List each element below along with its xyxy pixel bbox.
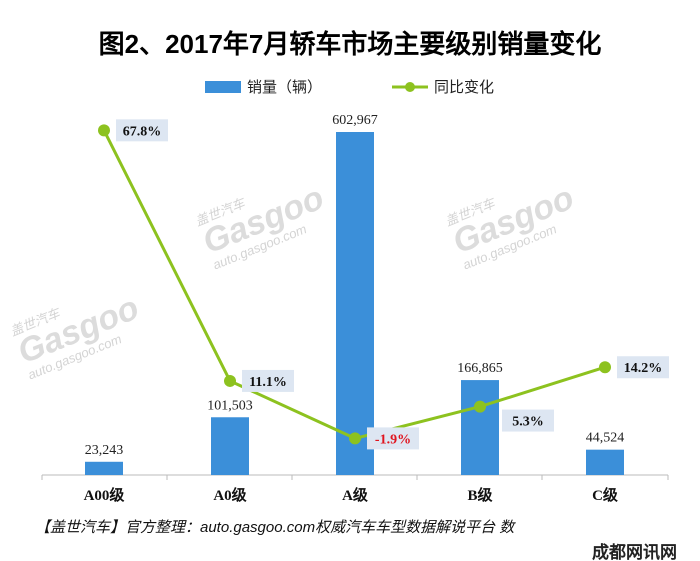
bar	[586, 449, 624, 475]
bar	[336, 132, 374, 475]
stamp-watermark: 成都网讯网	[589, 538, 680, 561]
yoy-point	[599, 361, 611, 374]
bar	[85, 461, 123, 475]
line-swatch-icon	[392, 81, 429, 92]
yoy-label: 5.3%	[512, 415, 544, 430]
bar-swatch-icon	[205, 80, 241, 93]
legend-item-sales: 销量（辆）	[205, 76, 322, 97]
legend-item-yoy: 同比变化	[392, 76, 494, 97]
category-label: A0级	[213, 486, 247, 504]
yoy-point	[349, 432, 361, 445]
yoy-label-box	[617, 356, 669, 379]
yoy-label: 67.8%	[123, 124, 162, 139]
bar	[211, 417, 249, 475]
category-label: A00级	[84, 486, 126, 504]
bar	[461, 380, 499, 475]
category-label: B级	[467, 486, 493, 504]
footer-source: 【盖世汽车】官方整理：auto.gasgoo.com权威汽车车型数据解说平台 数	[35, 519, 515, 536]
yoy-label-box	[242, 369, 294, 392]
bar-label: 44,524	[586, 431, 625, 446]
yoy-label-box	[367, 427, 419, 450]
bar-label: 166,865	[457, 361, 503, 376]
yoy-point	[474, 400, 486, 413]
category-label: C级	[592, 486, 619, 504]
yoy-label: -1.9%	[375, 432, 411, 447]
bar-label: 101,503	[207, 398, 253, 413]
yoy-label-box	[502, 409, 554, 432]
yoy-label: 11.1%	[249, 375, 287, 390]
yoy-point	[98, 124, 110, 137]
bar-label: 23,243	[85, 443, 124, 458]
legend: 销量（辆） 同比变化	[205, 76, 494, 97]
bar-label: 602,967	[332, 113, 378, 128]
yoy-label-box	[116, 119, 168, 142]
category-label: A级	[342, 486, 369, 504]
chart-title: 图2、2017年7月轿车市场主要级别销量变化	[98, 29, 602, 59]
yoy-label: 14.2%	[624, 361, 663, 376]
yoy-point	[224, 374, 236, 387]
